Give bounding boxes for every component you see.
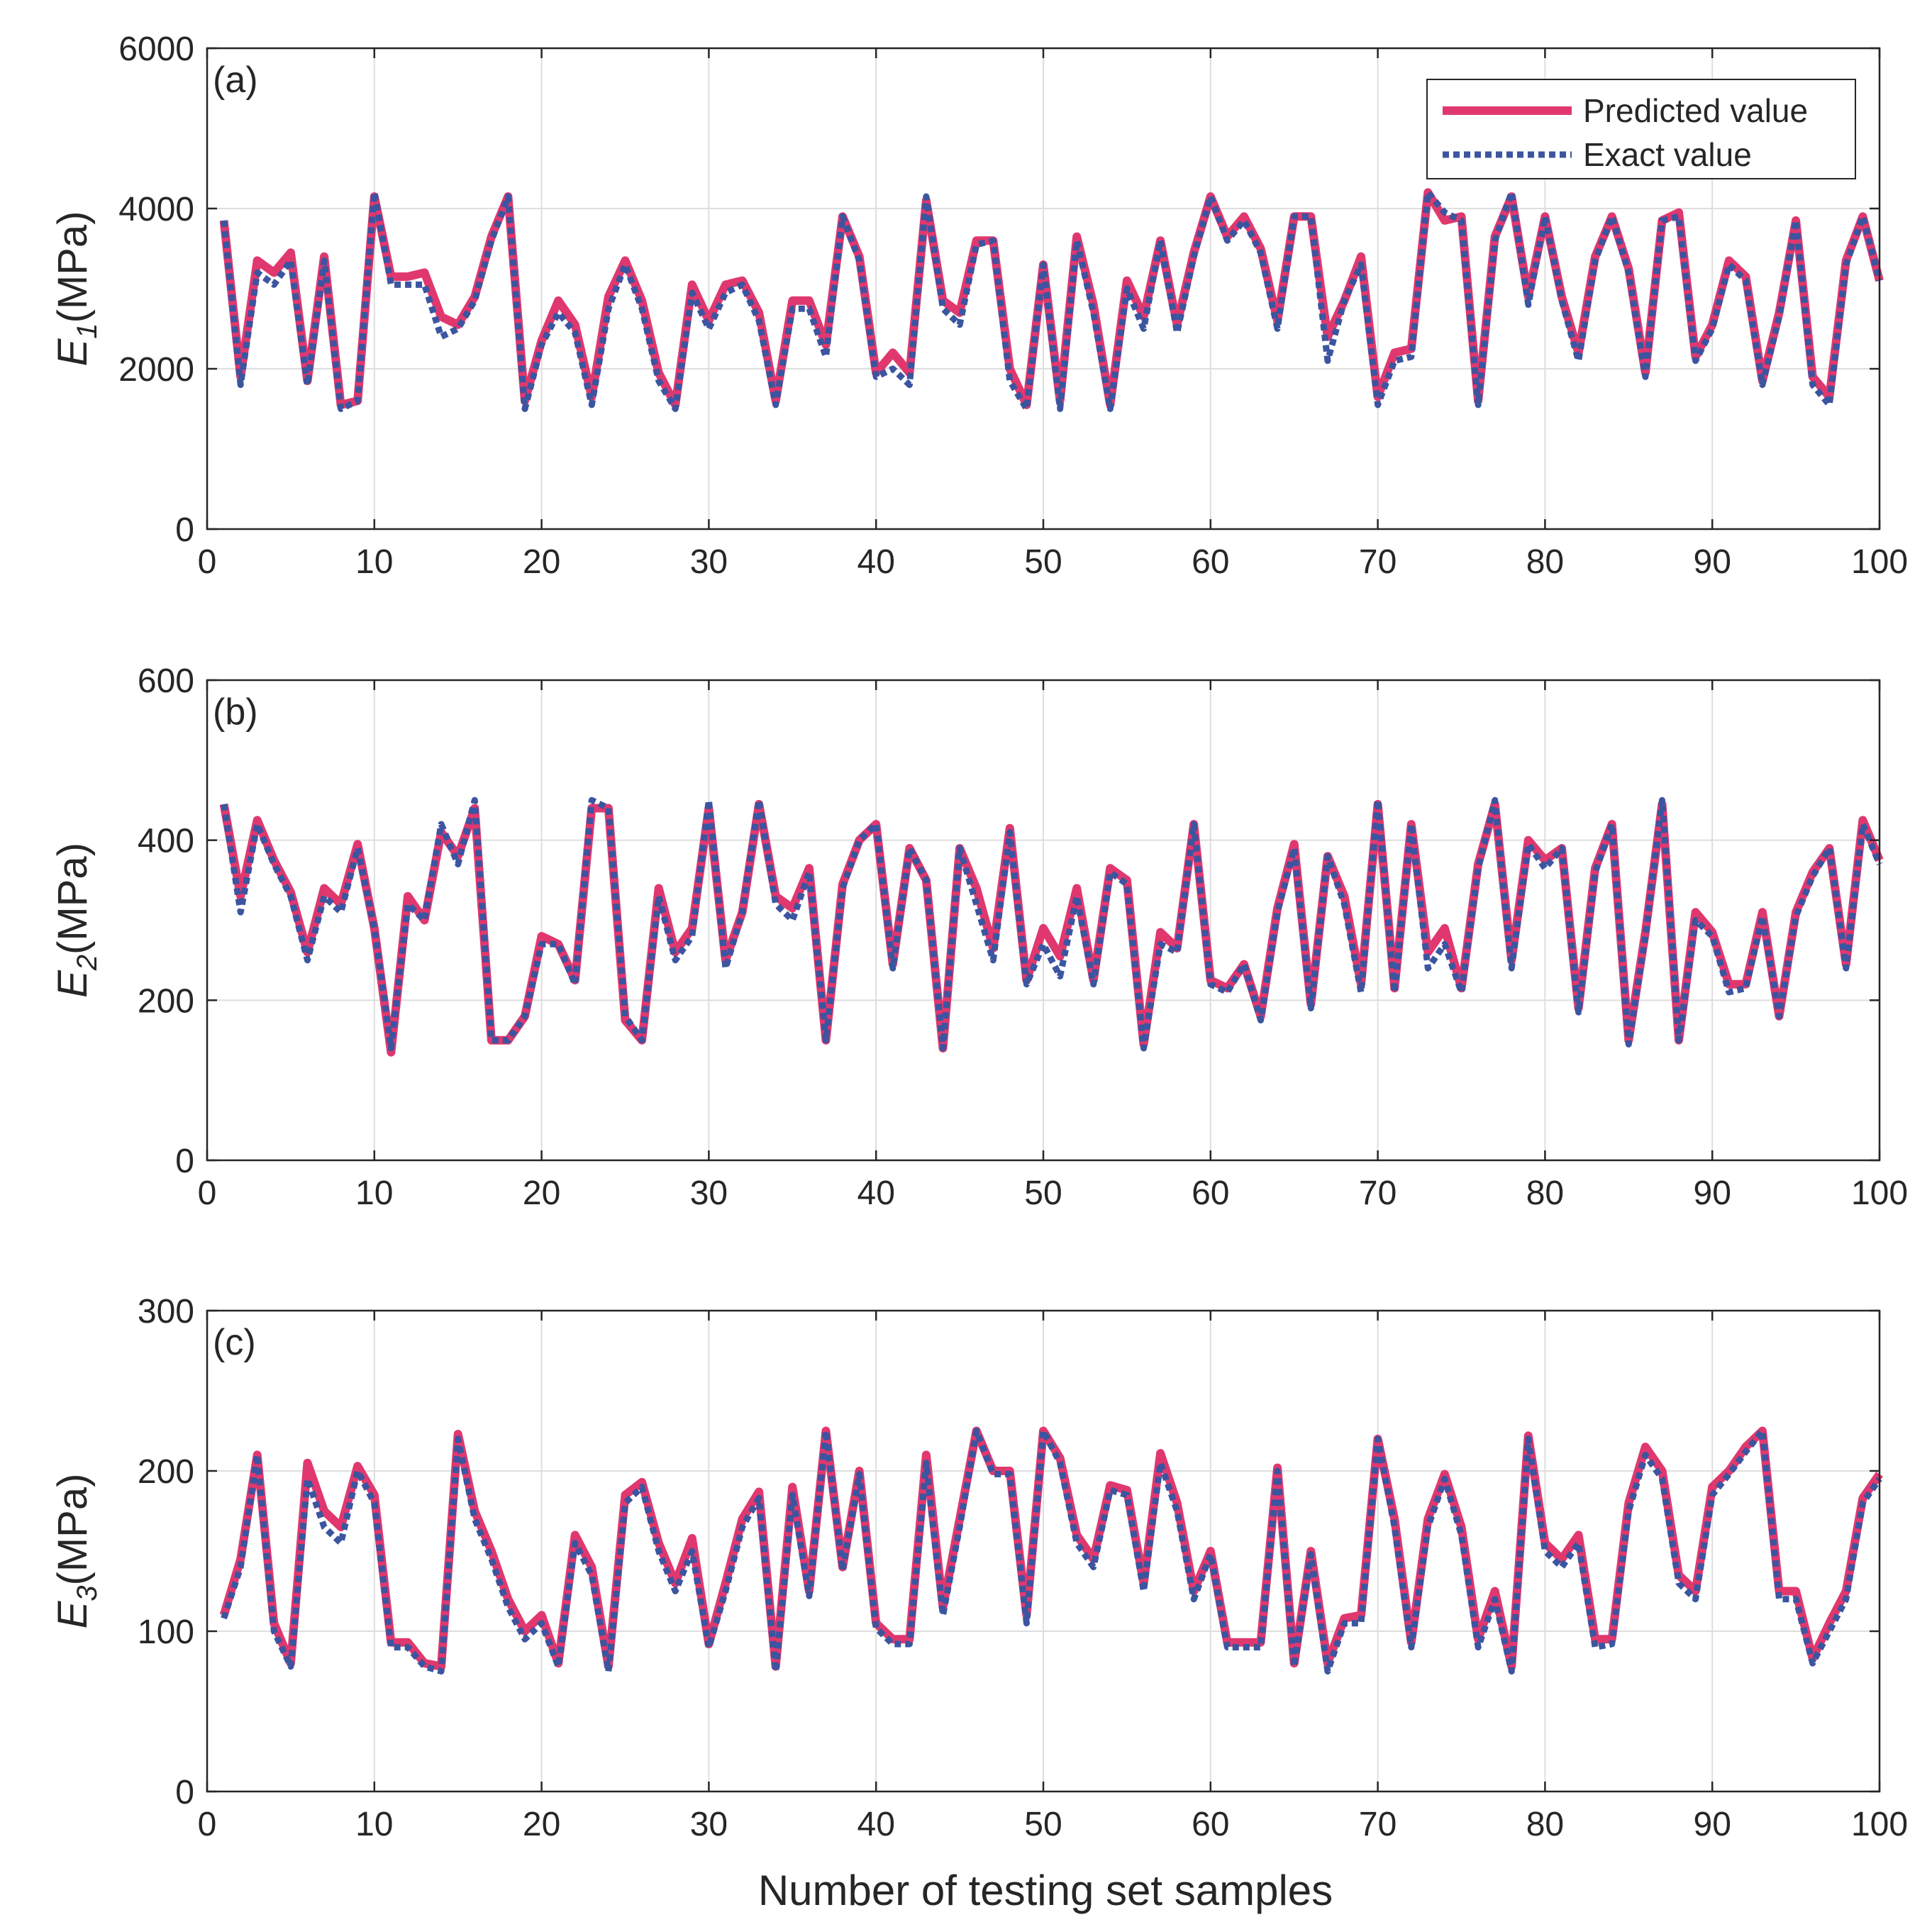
y-tick-label: 2000: [118, 351, 194, 389]
x-tick-label: 70: [1359, 543, 1397, 581]
exact-series-line: [221, 1428, 1882, 1674]
y-axis-label: E2(MPa): [50, 843, 103, 998]
y-tick-label: 100: [138, 1613, 194, 1651]
x-tick-label: 90: [1694, 1806, 1731, 1843]
panel-label: (b): [213, 691, 258, 733]
series-group: [219, 796, 1884, 1057]
x-tick-label: 60: [1192, 543, 1229, 581]
y-axis-label-unit: (MPa): [50, 843, 96, 955]
y-axis-label-subscript: 1: [72, 323, 103, 338]
x-tick-label: 80: [1526, 1806, 1564, 1843]
y-axis-label-symbol: E: [50, 1600, 96, 1628]
y-tick-labels: 0 100 200 300: [138, 1293, 1880, 1811]
x-tick-label: 40: [857, 1806, 895, 1843]
series-group: [219, 188, 1884, 412]
x-tick-label: 20: [523, 1174, 560, 1212]
x-tick-label: 30: [690, 543, 728, 581]
x-tick-label: 0: [198, 1174, 217, 1212]
grid: [207, 48, 1880, 529]
x-tick-label: 80: [1526, 543, 1564, 581]
x-tick-label: 20: [523, 1806, 560, 1843]
y-tick-label: 0: [175, 1143, 194, 1180]
y-axis-label: E3(MPa): [50, 1474, 103, 1629]
y-axis-label-symbol: E: [50, 338, 96, 366]
x-tick-label: 50: [1024, 543, 1062, 581]
x-tick-label: 10: [355, 1174, 393, 1212]
y-axis-label-symbol: E: [50, 970, 96, 998]
x-tick-label: 90: [1694, 1174, 1731, 1212]
x-tick-label: 70: [1359, 1174, 1397, 1212]
x-tick-label: 80: [1526, 1174, 1564, 1212]
x-tick-labels: 0 10 20 30 40 50 60 70 80 90 100: [198, 48, 1908, 581]
y-tick-label: 200: [138, 982, 194, 1020]
y-axis-label-unit: (MPa): [50, 211, 96, 323]
y-axis-label-unit: (MPa): [50, 1474, 96, 1586]
y-axis-label: E1(MPa): [50, 211, 103, 367]
panels: 0 10 20 30 40 50 60 70 80 90 1000200040006000(a)E1…: [50, 30, 1908, 1843]
chart-panel-2: 0 10 20 30 40 50 60 70 80 90 100 0 200 400 600 (b) E2(MP…: [50, 662, 1908, 1212]
panel-label: (c): [213, 1322, 256, 1363]
x-axis-label: Number of testing set samples: [758, 1867, 1333, 1914]
x-tick-label: 100: [1851, 543, 1908, 581]
y-tick-label: 300: [138, 1293, 194, 1331]
y-tick-label: 600: [138, 662, 194, 700]
legend-exact-label: Exact value: [1583, 136, 1752, 173]
y-tick-label: 6000: [118, 30, 194, 68]
x-tick-label: 50: [1024, 1174, 1062, 1212]
x-tick-label: 100: [1851, 1806, 1908, 1843]
y-tick-label: 0: [175, 511, 194, 549]
x-tick-labels: 0 10 20 30 40 50 60 70 80 90 100: [198, 1311, 1908, 1843]
x-tick-label: 30: [690, 1806, 728, 1843]
x-tick-label: 70: [1359, 1806, 1397, 1843]
x-tick-label: 50: [1024, 1806, 1062, 1843]
x-tick-label: 100: [1851, 1174, 1908, 1212]
x-tick-label: 60: [1192, 1806, 1229, 1843]
x-tick-label: 30: [690, 1174, 728, 1212]
legend: Predicted value Exact value: [1426, 79, 1856, 179]
y-axis-label-subscript: 3: [72, 1585, 103, 1601]
y-tick-label: 4000: [118, 191, 194, 228]
legend-predicted-label: Predicted value: [1583, 92, 1808, 129]
exact-series-line: [221, 796, 1883, 1052]
x-tick-label: 10: [355, 543, 393, 581]
x-tick-label: 40: [857, 543, 895, 581]
exact-series-line: [221, 189, 1883, 412]
y-tick-label: 0: [175, 1774, 194, 1811]
y-tick-label: 200: [138, 1453, 194, 1491]
x-tick-label: 0: [198, 543, 217, 581]
panel-label: (a): [213, 60, 258, 101]
x-tick-label: 40: [857, 1174, 895, 1212]
legend-box: [1426, 79, 1856, 179]
y-axis-label-subscript: 2: [72, 955, 103, 971]
x-tick-label: 10: [355, 1806, 393, 1843]
y-tick-labels: 0 2000 4000 6000: [118, 30, 1880, 549]
x-tick-label: 90: [1694, 543, 1731, 581]
y-tick-label: 400: [138, 823, 194, 860]
chart-panel-1: 0 10 20 30 40 50 60 70 80 90 100 0 2000 4000 6000 (a) E1…: [50, 30, 1908, 581]
chart-panel-3: 0 10 20 30 40 50 60 70 80 90 100 0 100 200 300 (c) E3(MP…: [50, 1293, 1908, 1843]
series-group: [219, 1426, 1883, 1674]
x-tick-label: 60: [1192, 1174, 1229, 1212]
x-tick-labels: 0 10 20 30 40 50 60 70 80 90 100: [198, 680, 1908, 1212]
x-tick-label: 20: [523, 543, 560, 581]
y-tick-labels: 0 200 400 600: [138, 662, 1880, 1180]
x-tick-label: 0: [198, 1806, 217, 1843]
